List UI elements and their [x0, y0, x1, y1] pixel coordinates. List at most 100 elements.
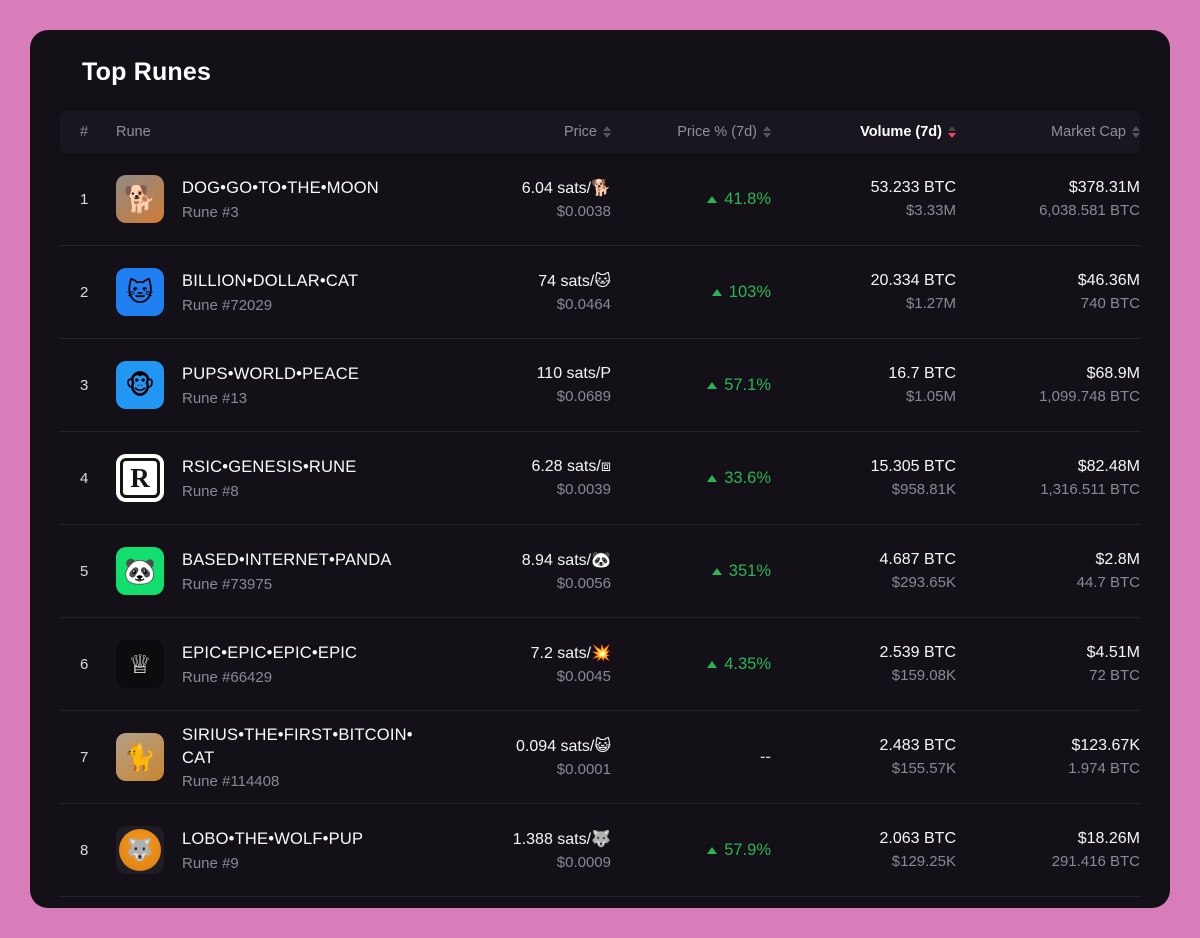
price-change-value: 103%: [728, 282, 771, 301]
rune-name: DOG•GO•TO•THE•MOON: [182, 179, 379, 198]
rune-name-block: BILLION•DOLLAR•CAT Rune #72029: [182, 270, 358, 313]
market-cap-cell: $4.51M 72 BTC: [956, 644, 1140, 684]
rune-cell: 🐺 LOBO•THE•WOLF•PUP Rune #9: [116, 826, 436, 874]
rune-name: BASED•INTERNET•PANDA: [182, 551, 392, 570]
market-cap-usd: $2.8M: [1095, 551, 1140, 568]
price-cell: 7.2 sats/💥 $0.0045: [436, 643, 611, 685]
based-internet-panda-logo: 🐼: [116, 547, 164, 595]
rune-column-label: Rune: [116, 124, 151, 140]
rune-name-block: RSIC•GENESIS•RUNE Rune #8: [182, 456, 356, 499]
volume-7d-cell: 16.7 BTC $1.05M: [771, 365, 956, 405]
rank-cell: 5: [80, 562, 89, 580]
column-header-rank: #: [60, 124, 116, 140]
rune-name: PUPS•WORLD•PEACE: [182, 365, 360, 384]
volume-7d-cell: 15.305 BTC $958.81K: [771, 458, 956, 498]
volume-7d-cell: 2.483 BTC $155.57K: [771, 737, 956, 777]
rank-cell: 7: [80, 748, 89, 766]
price-sats: 6.28 sats/⧈: [531, 458, 611, 475]
market-cap-usd: $123.67K: [1071, 737, 1140, 754]
market-cap-btc: 1,316.511 BTC: [1040, 481, 1140, 498]
price-sats: 6.04 sats/🐕: [521, 180, 611, 197]
rune-number: Rune #73975: [182, 575, 273, 593]
price-change-7d-cell: 57.1%: [611, 376, 771, 395]
column-header-rune: Rune: [116, 124, 436, 140]
rune-name-block: BASED•INTERNET•PANDA Rune #73975: [182, 549, 392, 592]
rune-number: Rune #72029: [182, 296, 273, 314]
market-cap-usd: $4.51M: [1086, 644, 1140, 661]
up-arrow-icon: [707, 660, 718, 668]
table-row[interactable]: 8 🐺 LOBO•THE•WOLF•PUP Rune #9 1.388 sats…: [60, 804, 1140, 897]
table-row[interactable]: 7 🐈 SIRIUS•THE•FIRST•BITCOIN•CAT Rune #1…: [60, 711, 1140, 804]
market-cap-btc: 740 BTC: [1080, 295, 1140, 312]
price-change-7d-cell: 33.6%: [611, 469, 771, 488]
table-row[interactable]: 4 R RSIC•GENESIS•RUNE Rune #8 6.28 sats/…: [60, 432, 1140, 525]
table-row[interactable]: 5 🐼 BASED•INTERNET•PANDA Rune #73975 8.9…: [60, 525, 1140, 618]
volume-btc: 2.539 BTC: [879, 644, 956, 661]
market-cap-btc: 1.974 BTC: [1068, 760, 1140, 777]
price-sats: 74 sats/🐱: [538, 273, 611, 290]
price-change-value: 57.1%: [724, 375, 771, 394]
price-cell: 6.04 sats/🐕 $0.0038: [436, 178, 611, 220]
market-cap-usd: $82.48M: [1077, 458, 1140, 475]
table-row[interactable]: 2 🐱 BILLION•DOLLAR•CAT Rune #72029 74 sa…: [60, 246, 1140, 339]
volume-usd: $958.81K: [891, 481, 956, 498]
price-sats: 110 sats/P: [536, 365, 611, 382]
volume-btc: 20.334 BTC: [870, 272, 956, 289]
price-change-value: 4.35%: [724, 654, 771, 673]
volume-usd: $293.65K: [891, 574, 956, 591]
up-arrow-icon: [711, 288, 722, 296]
market-cap-btc: 44.7 BTC: [1076, 574, 1140, 591]
rune-cell: 🐈 SIRIUS•THE•FIRST•BITCOIN•CAT Rune #114…: [116, 724, 436, 790]
up-arrow-icon: [707, 195, 718, 203]
price-usd: $0.0464: [556, 296, 611, 313]
rank-column-label: #: [80, 124, 89, 140]
price-usd: $0.0009: [556, 854, 611, 871]
price-usd: $0.0001: [556, 761, 611, 778]
table-body: 1 🐕 DOG•GO•TO•THE•MOON Rune #3 6.04 sats…: [60, 153, 1140, 897]
rune-icon-glyph: 🐼: [123, 556, 157, 586]
rune-name-block: SIRIUS•THE•FIRST•BITCOIN•CAT Rune #11440…: [182, 724, 420, 790]
rune-cell: ♕ EPIC•EPIC•EPIC•EPIC Rune #66429: [116, 640, 436, 688]
table-row[interactable]: 3 🐵 PUPS•WORLD•PEACE Rune #13 110 sats/P…: [60, 339, 1140, 432]
dog-go-to-the-moon-logo: 🐕: [116, 175, 164, 223]
market-cap-btc: 72 BTC: [1089, 667, 1140, 684]
volume-usd: $3.33M: [905, 202, 956, 219]
volume-btc: 2.063 BTC: [879, 830, 956, 847]
price-usd: $0.0039: [556, 481, 611, 498]
epic-epic-epic-epic-logo: ♕: [116, 640, 164, 688]
column-header-volume-7d[interactable]: Volume (7d): [771, 124, 956, 140]
volume-usd: $159.08K: [891, 667, 956, 684]
volume-btc: 2.483 BTC: [879, 737, 956, 754]
column-header-price-change-7d[interactable]: Price % (7d): [611, 124, 771, 140]
price-change-7d-cell: 351%: [611, 562, 771, 581]
price-column-label: Price: [563, 124, 597, 140]
volume-btc: 16.7 BTC: [888, 365, 956, 382]
market-cap-btc: 6,038.581 BTC: [1039, 202, 1140, 219]
price-change-value: 57.9%: [724, 840, 771, 859]
price-usd: $0.0689: [556, 388, 611, 405]
volume-7d-cell: 2.539 BTC $159.08K: [771, 644, 956, 684]
market-cap-column-label: Market Cap: [1051, 124, 1126, 140]
volume-usd: $129.25K: [891, 853, 956, 870]
rune-name: BILLION•DOLLAR•CAT: [182, 272, 359, 291]
market-cap-usd: $378.31M: [1068, 179, 1140, 196]
runes-table: # Rune Price Price % (7d) Volume (7d) Ma…: [60, 111, 1140, 897]
rune-name: EPIC•EPIC•EPIC•EPIC: [182, 644, 358, 663]
price-sats: 7.2 sats/💥: [530, 645, 611, 662]
market-cap-cell: $2.8M 44.7 BTC: [956, 551, 1140, 591]
volume-usd: $155.57K: [891, 760, 956, 777]
market-cap-usd: $68.9M: [1086, 365, 1140, 382]
market-cap-usd: $18.26M: [1077, 830, 1140, 847]
rune-cell: 🐕 DOG•GO•TO•THE•MOON Rune #3: [116, 175, 436, 223]
table-row[interactable]: 1 🐕 DOG•GO•TO•THE•MOON Rune #3 6.04 sats…: [60, 153, 1140, 246]
rank-cell: 8: [80, 841, 89, 859]
column-header-price[interactable]: Price: [436, 124, 611, 140]
price-cell: 0.094 sats/😺 $0.0001: [436, 736, 611, 778]
top-runes-card: Top Runes # Rune Price Price % (7d) Volu…: [30, 30, 1170, 908]
rune-name-block: EPIC•EPIC•EPIC•EPIC Rune #66429: [182, 642, 357, 685]
column-header-market-cap[interactable]: Market Cap: [956, 124, 1140, 140]
market-cap-usd: $46.36M: [1077, 272, 1140, 289]
volume-7d-cell: 2.063 BTC $129.25K: [771, 830, 956, 870]
table-row[interactable]: 6 ♕ EPIC•EPIC•EPIC•EPIC Rune #66429 7.2 …: [60, 618, 1140, 711]
price-change-7d-cell: 41.8%: [611, 190, 771, 209]
